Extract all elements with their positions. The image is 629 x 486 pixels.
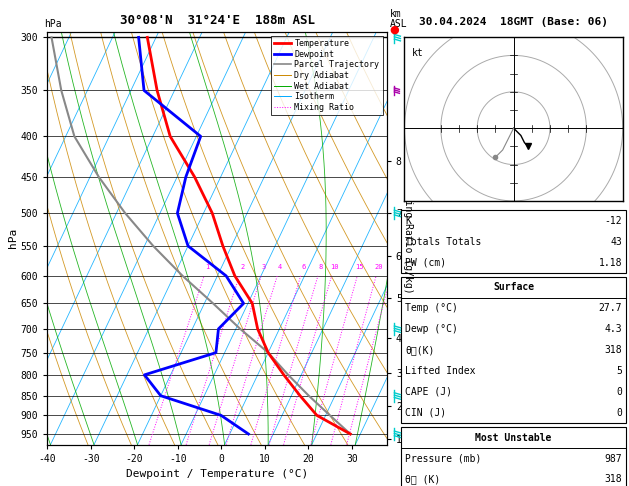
Text: 8: 8	[318, 264, 323, 270]
Text: 1: 1	[205, 264, 209, 270]
Text: PW (cm): PW (cm)	[405, 258, 446, 268]
Text: 5: 5	[616, 366, 622, 376]
Text: 987: 987	[604, 453, 622, 464]
Text: θᴄ (K): θᴄ (K)	[405, 474, 440, 485]
Text: 1.18: 1.18	[599, 258, 622, 268]
Text: Lifted Index: Lifted Index	[405, 366, 476, 376]
Text: Totals Totals: Totals Totals	[405, 237, 481, 247]
Text: 3: 3	[262, 264, 266, 270]
Text: 30°08'N  31°24'E  188m ASL: 30°08'N 31°24'E 188m ASL	[120, 14, 314, 27]
Text: 27.7: 27.7	[599, 303, 622, 313]
Text: CAPE (J): CAPE (J)	[405, 387, 452, 397]
Text: θᴄ(K): θᴄ(K)	[405, 345, 435, 355]
Text: Dewp (°C): Dewp (°C)	[405, 324, 458, 334]
X-axis label: Dewpoint / Temperature (°C): Dewpoint / Temperature (°C)	[126, 469, 308, 479]
Text: ●: ●	[389, 25, 399, 35]
Text: kt: kt	[412, 48, 423, 58]
Text: Most Unstable: Most Unstable	[476, 433, 552, 443]
Text: 2: 2	[240, 264, 244, 270]
Text: 0: 0	[616, 408, 622, 418]
Text: 4.3: 4.3	[604, 324, 622, 334]
Text: hPa: hPa	[44, 19, 62, 29]
Text: Surface: Surface	[493, 282, 534, 293]
Text: 0: 0	[616, 387, 622, 397]
Y-axis label: hPa: hPa	[8, 228, 18, 248]
Text: km
ASL: km ASL	[390, 9, 408, 29]
Text: 30.04.2024  18GMT (Base: 06): 30.04.2024 18GMT (Base: 06)	[419, 17, 608, 27]
Text: K: K	[405, 216, 411, 226]
Text: 318: 318	[604, 345, 622, 355]
Text: 20: 20	[374, 264, 383, 270]
Legend: Temperature, Dewpoint, Parcel Trajectory, Dry Adiabat, Wet Adiabat, Isotherm, Mi: Temperature, Dewpoint, Parcel Trajectory…	[271, 36, 382, 115]
Y-axis label: Mixing Ratio (g/kg): Mixing Ratio (g/kg)	[403, 182, 413, 294]
Text: 10: 10	[330, 264, 338, 270]
Text: 4: 4	[278, 264, 282, 270]
Text: 43: 43	[610, 237, 622, 247]
Text: 318: 318	[604, 474, 622, 485]
Text: Temp (°C): Temp (°C)	[405, 303, 458, 313]
Text: CIN (J): CIN (J)	[405, 408, 446, 418]
Text: 6: 6	[301, 264, 306, 270]
Text: Pressure (mb): Pressure (mb)	[405, 453, 481, 464]
Text: 15: 15	[355, 264, 364, 270]
Text: -12: -12	[604, 216, 622, 226]
